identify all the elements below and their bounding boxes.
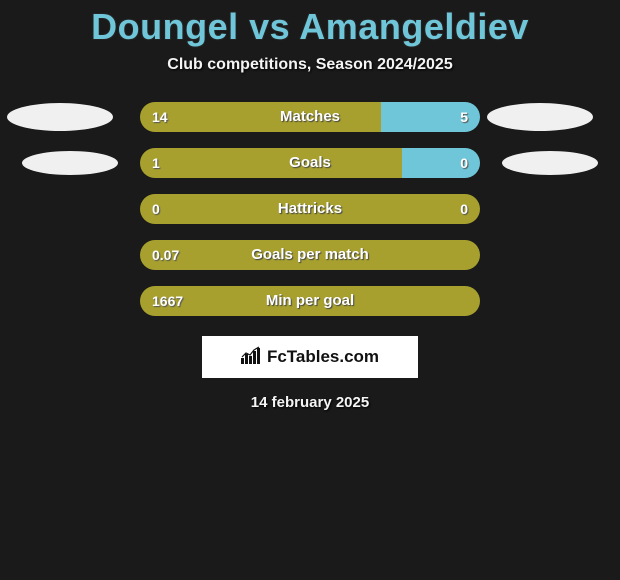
value-left: 0.07 bbox=[152, 240, 179, 270]
value-right: 0 bbox=[460, 194, 468, 224]
stat-row: 1667Min per goal bbox=[0, 286, 620, 316]
bar-segment-left bbox=[140, 148, 402, 178]
brand-box: FcTables.com bbox=[202, 336, 418, 378]
comparison-bars: 145Matches10Goals00Hattricks0.07Goals pe… bbox=[0, 102, 620, 316]
bar-segment-left bbox=[140, 240, 480, 270]
page-title: Doungel vs Amangeldiev bbox=[0, 0, 620, 48]
bar-segment-left bbox=[140, 286, 480, 316]
bar-segment-right bbox=[402, 148, 480, 178]
bar-area: 00Hattricks bbox=[140, 194, 480, 224]
value-left: 0 bbox=[152, 194, 160, 224]
player-ellipse bbox=[7, 103, 113, 131]
bar-segment-left bbox=[140, 102, 381, 132]
bar-area: 10Goals bbox=[140, 148, 480, 178]
brand-text: FcTables.com bbox=[267, 347, 379, 367]
subtitle: Club competitions, Season 2024/2025 bbox=[0, 56, 620, 74]
brand-chart-icon bbox=[241, 346, 261, 369]
value-left: 1667 bbox=[152, 286, 183, 316]
date-label: 14 february 2025 bbox=[0, 394, 620, 411]
stat-row: 0.07Goals per match bbox=[0, 240, 620, 270]
value-right: 0 bbox=[460, 148, 468, 178]
bar-segment-left bbox=[140, 194, 480, 224]
stat-row: 00Hattricks bbox=[0, 194, 620, 224]
bar-area: 1667Min per goal bbox=[140, 286, 480, 316]
player-ellipse bbox=[22, 151, 118, 175]
value-left: 14 bbox=[152, 102, 168, 132]
bar-area: 145Matches bbox=[140, 102, 480, 132]
player-ellipse bbox=[487, 103, 593, 131]
value-left: 1 bbox=[152, 148, 160, 178]
player-ellipse bbox=[502, 151, 598, 175]
value-right: 5 bbox=[460, 102, 468, 132]
bar-area: 0.07Goals per match bbox=[140, 240, 480, 270]
